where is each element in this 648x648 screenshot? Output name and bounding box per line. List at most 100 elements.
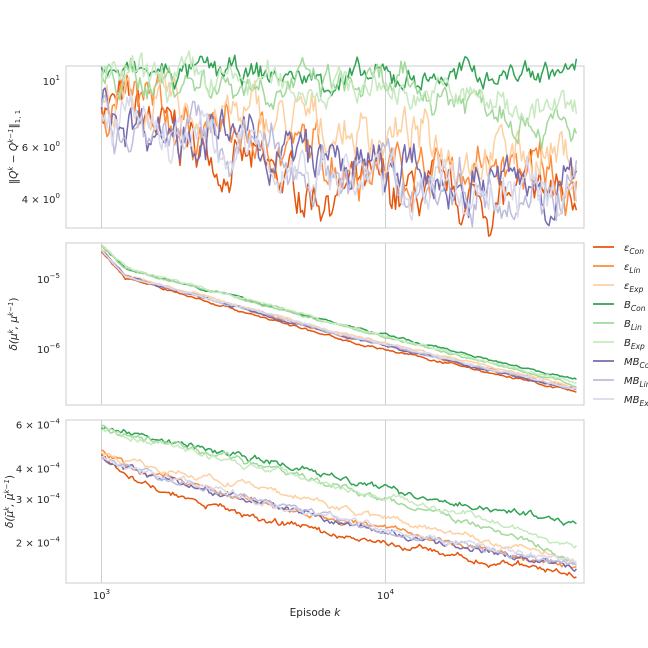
series-line-B_Exp (100, 50, 578, 125)
legend-label-base: MB (624, 357, 640, 368)
series-line-B_Exp (100, 428, 577, 549)
series-line-MB_Lin (100, 94, 578, 228)
y-tick-label: 3 × 10−4 (16, 492, 61, 506)
y-tick-exp: −4 (50, 492, 61, 500)
y-tick-label: 4 × 10−4 (16, 461, 61, 475)
series-line-MB_Exp (100, 248, 577, 390)
legend-label-sub: Con (631, 304, 646, 313)
legend-entry-B-Con: BCon (593, 300, 646, 313)
y-label-sup: k−1 (7, 128, 15, 142)
series-line-MB_Lin (100, 456, 577, 567)
legend-label-sub: Con (629, 247, 644, 256)
legend-label: BLin (624, 319, 642, 332)
y-axis-label: δ(μ̄k, μ̄k−1) (3, 475, 16, 528)
y-label-part: ) (8, 297, 20, 301)
y-tick-label: 10−5 (37, 272, 60, 286)
legend-entry-ε-Con: εCon (593, 243, 644, 256)
series-line-B_Lin (100, 56, 578, 150)
y-label-sup: k (3, 506, 11, 511)
legend-entry-B-Exp: BExp (593, 338, 645, 351)
y-label-part: ‖Q (8, 171, 20, 185)
x-tick-exp: 3 (106, 588, 110, 596)
legend-label-base: ε (624, 262, 630, 273)
y-label-part: , μ̄ (4, 493, 16, 507)
y-label-sub: 1, 1 (14, 110, 22, 123)
series-line-MB_Con (100, 87, 578, 227)
y-tick-label: 10−6 (37, 342, 61, 356)
y-label-part: − Q (8, 143, 20, 167)
legend-label-base: ε (624, 243, 630, 254)
legend-entry-B-Lin: BLin (593, 319, 642, 332)
legend-label-base: B (624, 300, 631, 311)
legend-label: MBCon (624, 357, 648, 370)
y-tick-base: 6 × 10 (16, 421, 50, 432)
y-label-part: , μ (8, 316, 20, 330)
series-line-B_Con (100, 54, 578, 97)
legend-entry-MB-Exp: MBExp (593, 395, 648, 408)
legend-label: BExp (624, 338, 645, 351)
series-line-ε_Con (100, 251, 577, 393)
series-line-MB_Exp (101, 455, 577, 564)
y-axis-label: δ(μk, μk−1) (7, 297, 20, 350)
y-tick-exp: 1 (56, 74, 60, 82)
legend-label-base: MB (624, 376, 640, 387)
y-tick-base: 6 × 10 (22, 143, 56, 154)
legend-label: εCon (624, 243, 644, 256)
legend-entry-MB-Con: MBCon (593, 357, 648, 370)
legend-label: MBExp (624, 395, 648, 408)
legend: εConεLinεExpBConBLinBExpMBConMBLinMBExp (593, 243, 648, 408)
legend-label-sub: Con (640, 361, 648, 370)
y-label-sup: k−1 (7, 302, 15, 316)
y-tick-base: 4 × 10 (22, 195, 56, 206)
legend-label: BCon (624, 300, 646, 313)
series-line-B_Lin (101, 424, 577, 566)
series-line-ε_Exp (101, 452, 577, 564)
y-label-part: δ(μ̄ (4, 511, 16, 529)
y-label-part: ) (4, 475, 16, 479)
series-line-B_Exp (101, 244, 577, 384)
y-tick-label: 6 × 10−4 (16, 418, 61, 432)
y-label-sup: k−1 (3, 479, 11, 493)
x-tick-base: 10 (93, 591, 106, 602)
y-tick-exp: 0 (56, 192, 60, 200)
y-tick-base: 2 × 10 (16, 539, 50, 550)
legend-label: εLin (624, 262, 641, 275)
y-tick-exp: 0 (56, 140, 60, 148)
legend-label: MBLin (624, 376, 648, 389)
legend-label-sub: Lin (629, 266, 640, 275)
x-tick-label: 103 (93, 588, 110, 602)
y-label-sup: k (7, 166, 15, 171)
legend-label-sub: Lin (640, 380, 648, 389)
panel-middle: 10−510−6δ(μk, μk−1) (7, 242, 585, 406)
plot-frame (65, 419, 585, 584)
y-tick-exp: −4 (50, 461, 61, 469)
legend-label-base: ε (624, 281, 630, 292)
legend-label-sub: Exp (640, 399, 648, 408)
y-tick-exp: −4 (50, 418, 61, 426)
legend-label-sub: Exp (629, 285, 643, 294)
legend-label-base: B (624, 338, 631, 349)
y-tick-label: 101 (43, 74, 60, 88)
x-axis-label-var: k (334, 607, 341, 619)
legend-label-sub: Exp (631, 342, 645, 351)
x-tick-label: 104 (377, 588, 395, 602)
legend-entry-MB-Lin: MBLin (593, 376, 648, 389)
legend-label-base: B (624, 319, 631, 330)
y-tick-base: 10 (37, 345, 50, 356)
y-tick-label: 6 × 100 (22, 140, 60, 154)
legend-label-sub: Lin (631, 323, 642, 332)
x-tick-exp: 4 (390, 588, 395, 596)
legend-entry-ε-Lin: εLin (593, 262, 641, 275)
plot-frame (65, 242, 585, 406)
x-axis-label-text: Episode (290, 607, 335, 619)
legend-entry-ε-Exp: εExp (593, 281, 644, 294)
series-line-ε_Con (100, 453, 577, 579)
series-line-ε_Exp (100, 248, 577, 388)
y-tick-base: 10 (37, 275, 50, 286)
series-line-MB_Exp (100, 91, 578, 221)
y-tick-exp: −6 (50, 342, 61, 350)
y-axis-label: ‖Qk − Qk−1‖1, 1 (7, 110, 22, 184)
